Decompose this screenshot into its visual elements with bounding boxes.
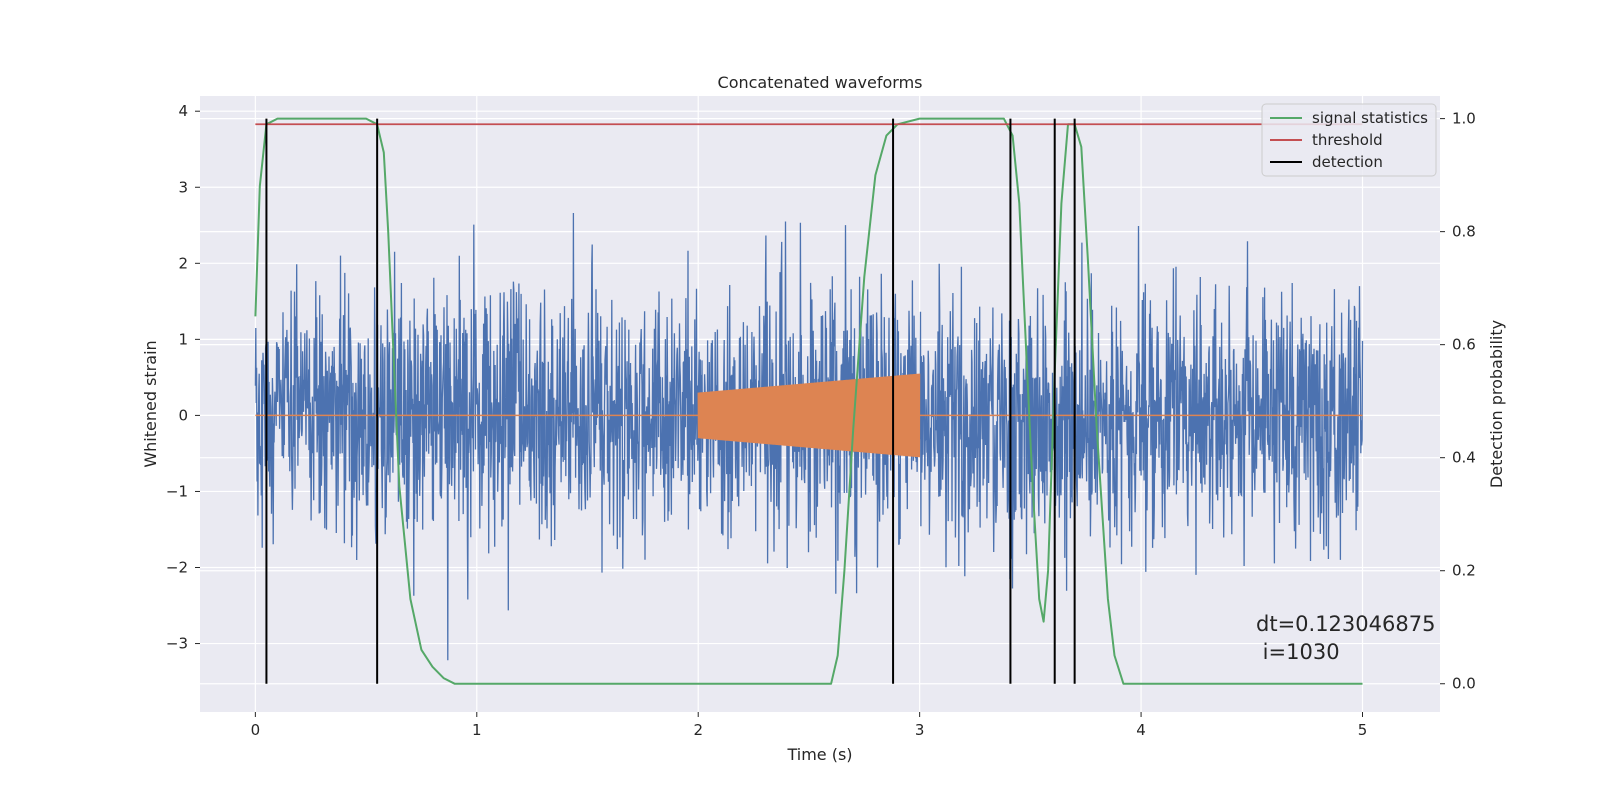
series-injected-signal (697, 373, 921, 458)
x-axis-ticks: 0 1 2 3 4 5 (251, 712, 1368, 739)
y-right-tick-label: 0.0 (1452, 675, 1476, 693)
x-tick-label: 4 (1136, 721, 1146, 739)
y-left-axis-label: Whitened strain (141, 340, 160, 467)
y-right-tick-label: 0.8 (1452, 223, 1476, 241)
y-left-tick-label: −3 (166, 635, 188, 653)
y-left-tick-label: 2 (178, 254, 188, 272)
legend-entry-threshold: threshold (1312, 131, 1383, 149)
y-right-tick-label: 0.2 (1452, 562, 1476, 580)
chart-title: Concatenated waveforms (718, 73, 923, 92)
y-right-tick-label: 0.6 (1452, 336, 1476, 354)
y-right-tick-label: 1.0 (1452, 110, 1476, 128)
legend-entry-signal-statistics: signal statistics (1312, 109, 1428, 127)
plot-area (254, 117, 1364, 685)
y-left-tick-label: 0 (178, 406, 188, 424)
x-axis-label: Time (s) (786, 745, 852, 764)
y-left-tick-label: −1 (166, 482, 188, 500)
x-tick-label: 5 (1358, 721, 1368, 739)
legend: signal statistics threshold detection (1261, 103, 1437, 177)
y-left-tick-label: 1 (178, 330, 188, 348)
x-tick-label: 1 (472, 721, 482, 739)
annotation-i: i=1030 (1256, 640, 1340, 664)
legend-box (1261, 103, 1437, 177)
x-tick-label: 2 (693, 721, 703, 739)
y-left-tick-label: 3 (178, 178, 188, 196)
y-right-tick-label: 0.4 (1452, 449, 1476, 467)
y-left-axis-ticks: −3 −2 −1 0 1 2 3 4 (166, 102, 200, 653)
right-axis-series (254, 117, 1363, 685)
x-tick-label: 0 (251, 721, 261, 739)
y-right-axis-ticks: 0.0 0.2 0.4 0.6 0.8 1.0 (1440, 110, 1476, 693)
y-left-tick-label: −2 (166, 559, 188, 577)
y-right-axis-label: Detection probability (1487, 320, 1506, 488)
annotation-dt: dt=0.123046875 (1256, 612, 1435, 636)
y-left-tick-label: 4 (178, 102, 188, 120)
x-tick-label: 3 (915, 721, 925, 739)
legend-entry-detection: detection (1312, 153, 1383, 171)
